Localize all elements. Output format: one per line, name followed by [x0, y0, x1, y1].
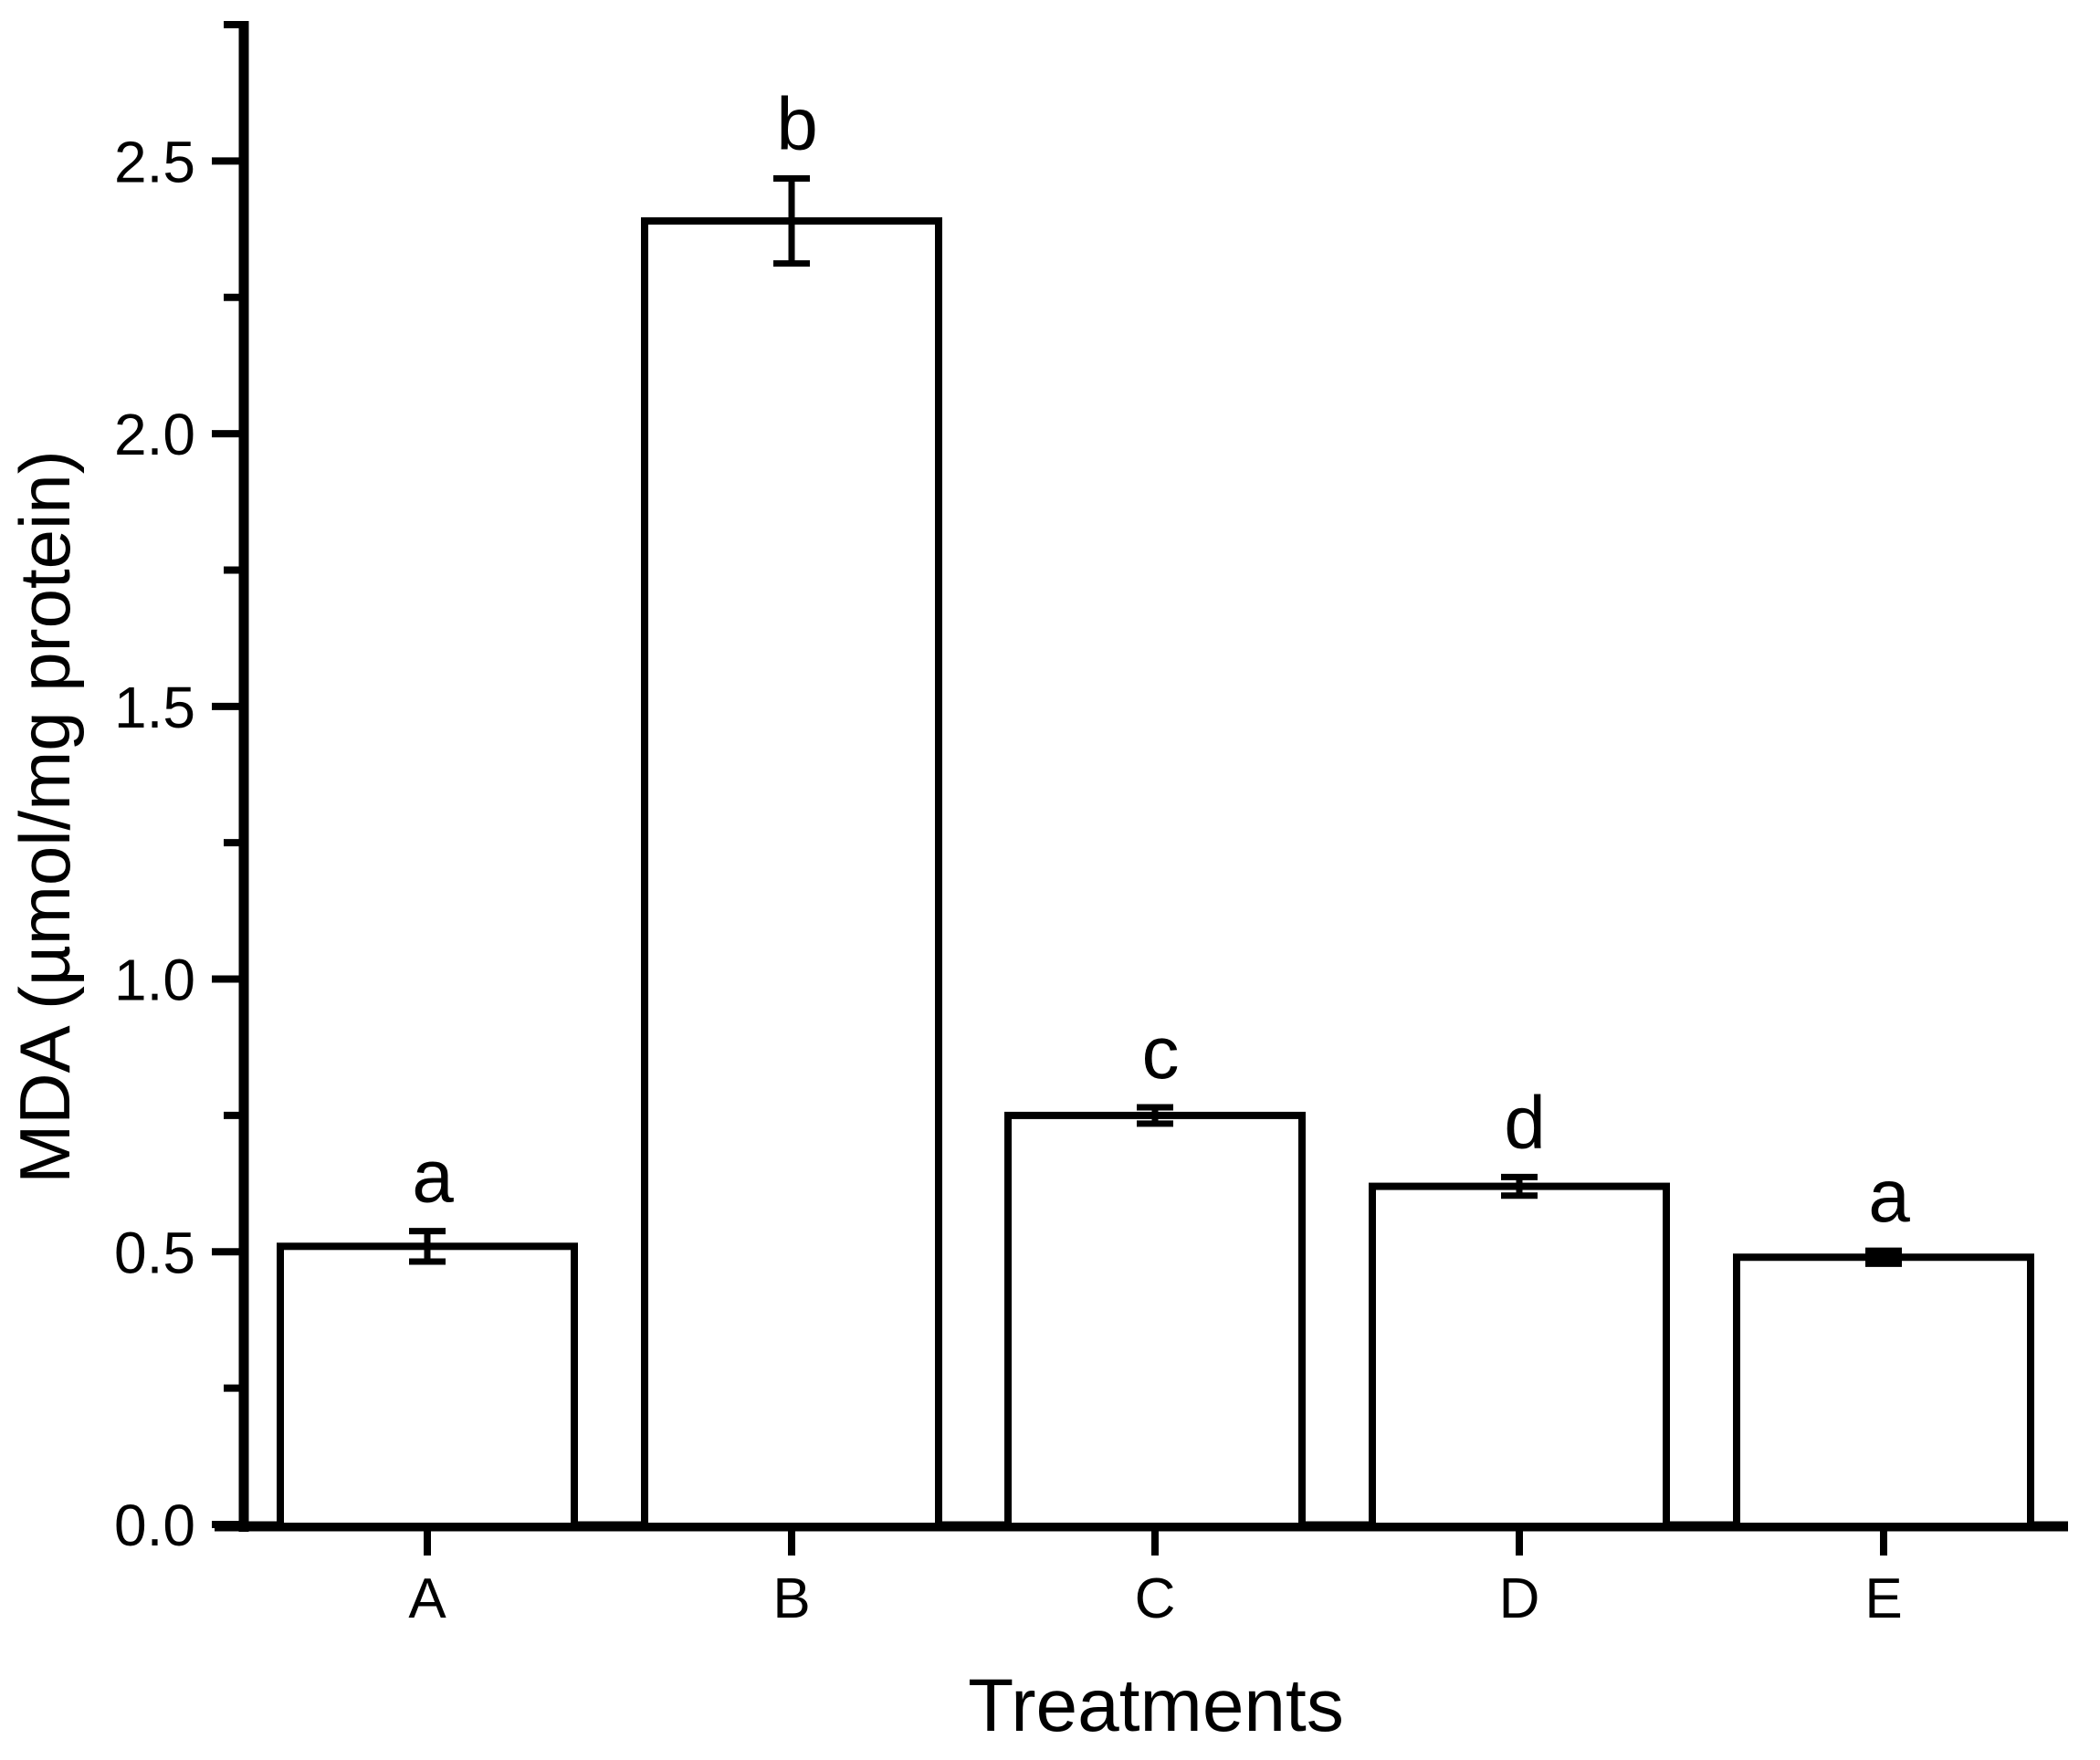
x-category-label: A: [408, 1567, 446, 1630]
bar-b: [641, 217, 942, 1531]
x-category-label: B: [772, 1567, 810, 1630]
bar-e: [1733, 1253, 2034, 1531]
sig-letter: a: [412, 1136, 454, 1219]
bar-c: [1004, 1111, 1306, 1530]
bars-group: [277, 174, 2034, 1531]
sig-letter: d: [1504, 1081, 1546, 1164]
y-tick-label: 0.5: [114, 1220, 195, 1285]
sig-letter: c: [1142, 1011, 1180, 1095]
x-axis-title: Treatments: [968, 1664, 1344, 1747]
y-tick-label: 0.0: [114, 1493, 195, 1558]
sig-letter: b: [776, 82, 818, 165]
x-category-label: C: [1135, 1567, 1176, 1630]
y-tick-label: 1.0: [114, 948, 195, 1013]
sig-letter: a: [1868, 1155, 1910, 1238]
y-axis-title: MDA (µmol/mg protein): [5, 450, 85, 1183]
y-tick-label: 2.0: [114, 402, 195, 467]
x-category-label: D: [1499, 1567, 1540, 1630]
y-tick-label: 1.5: [114, 675, 195, 740]
annotations-group: a b c d a: [412, 82, 1910, 1238]
x-category-label: E: [1864, 1567, 1902, 1630]
bar-a: [277, 1242, 578, 1531]
bar-d: [1369, 1182, 1670, 1530]
y-tick-label: 2.5: [114, 129, 195, 194]
